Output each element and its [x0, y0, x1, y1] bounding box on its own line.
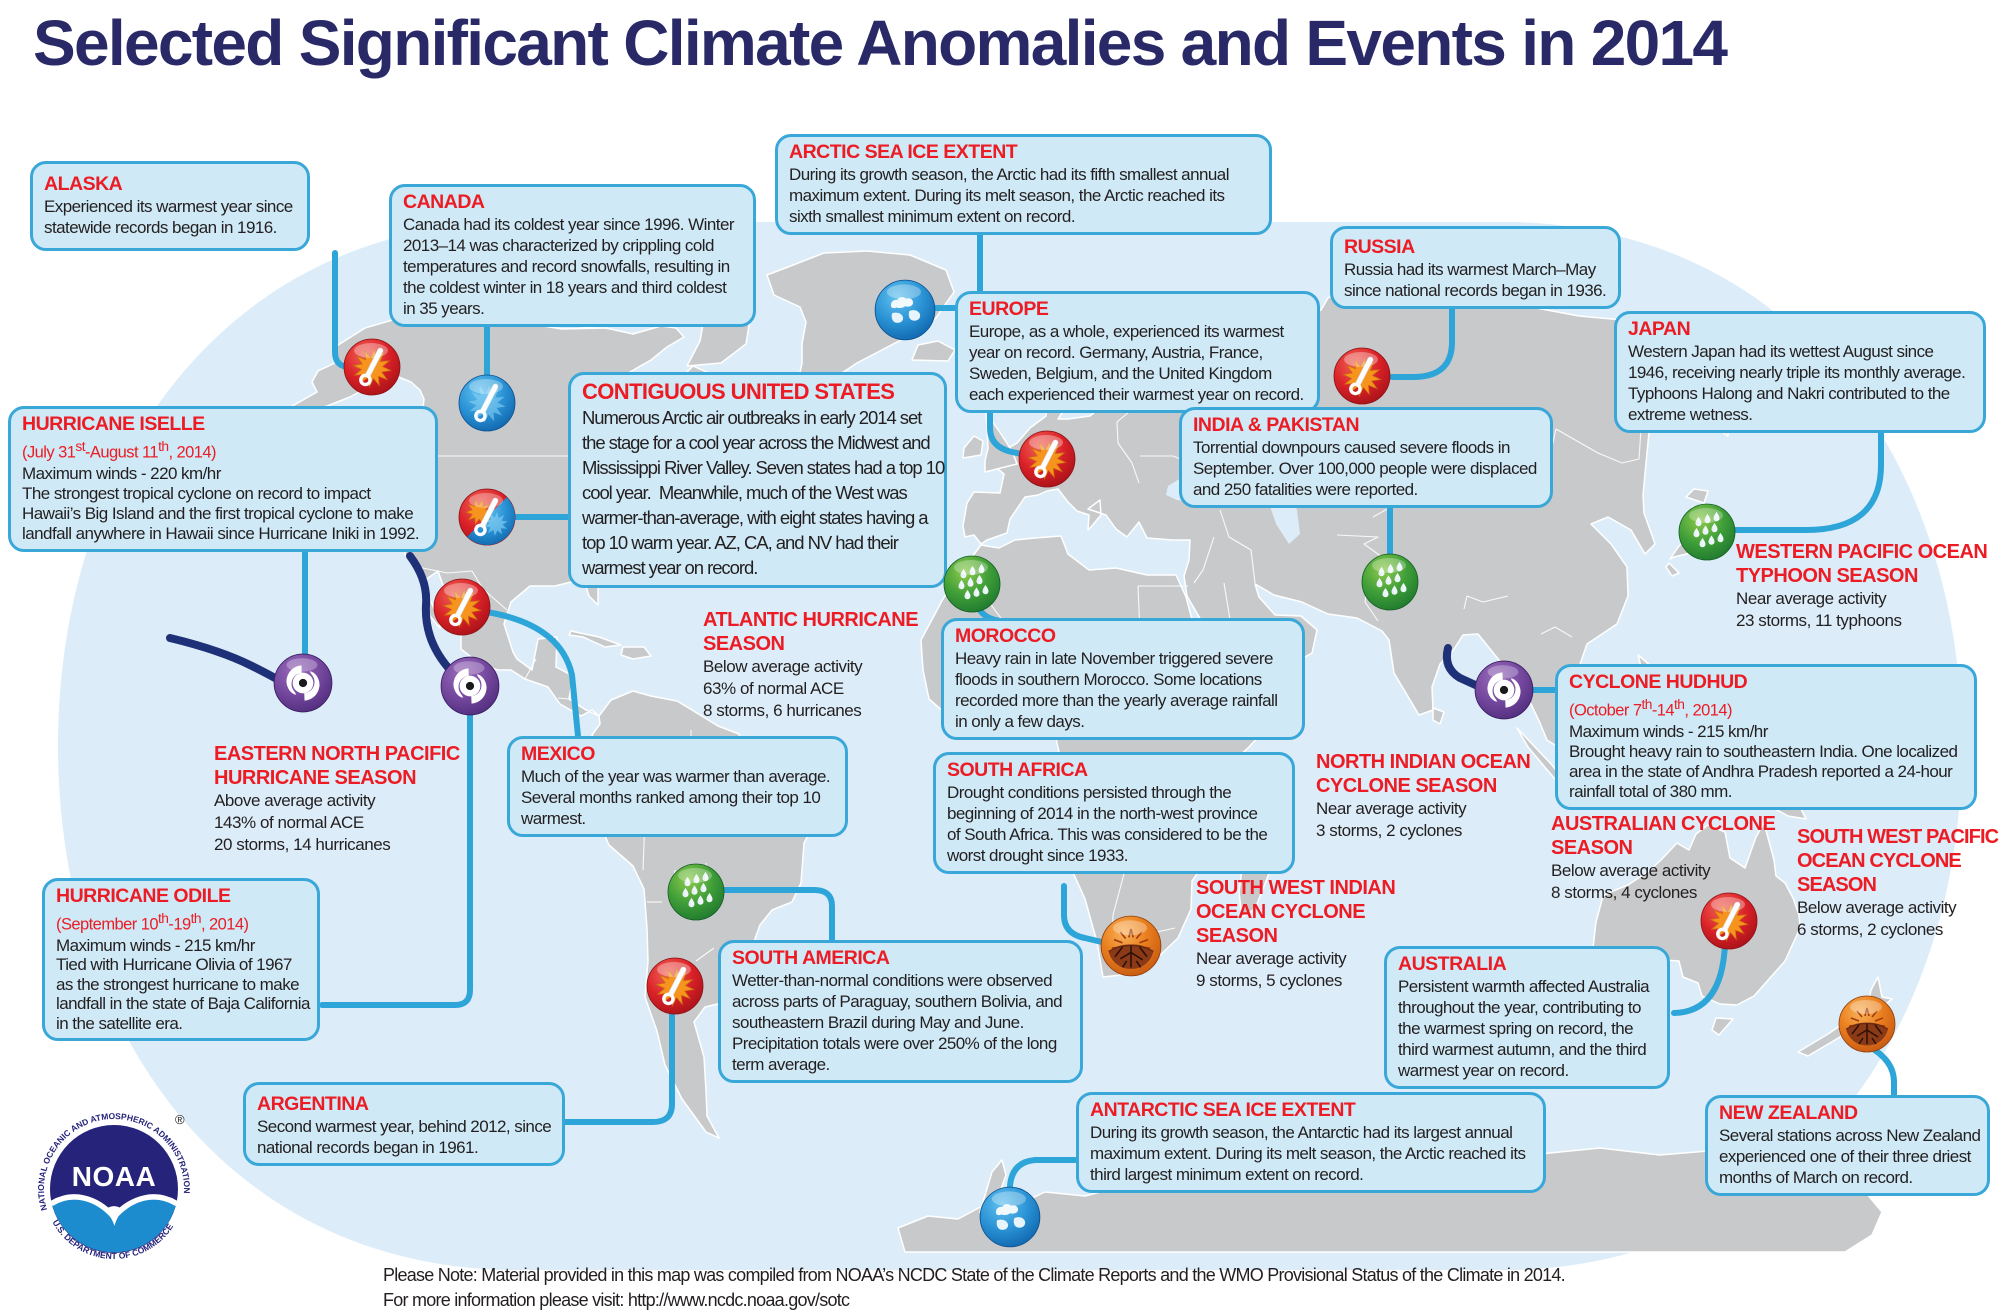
svg-text:NOAA: NOAA: [72, 1161, 156, 1192]
svg-text:®: ®: [175, 1112, 185, 1127]
